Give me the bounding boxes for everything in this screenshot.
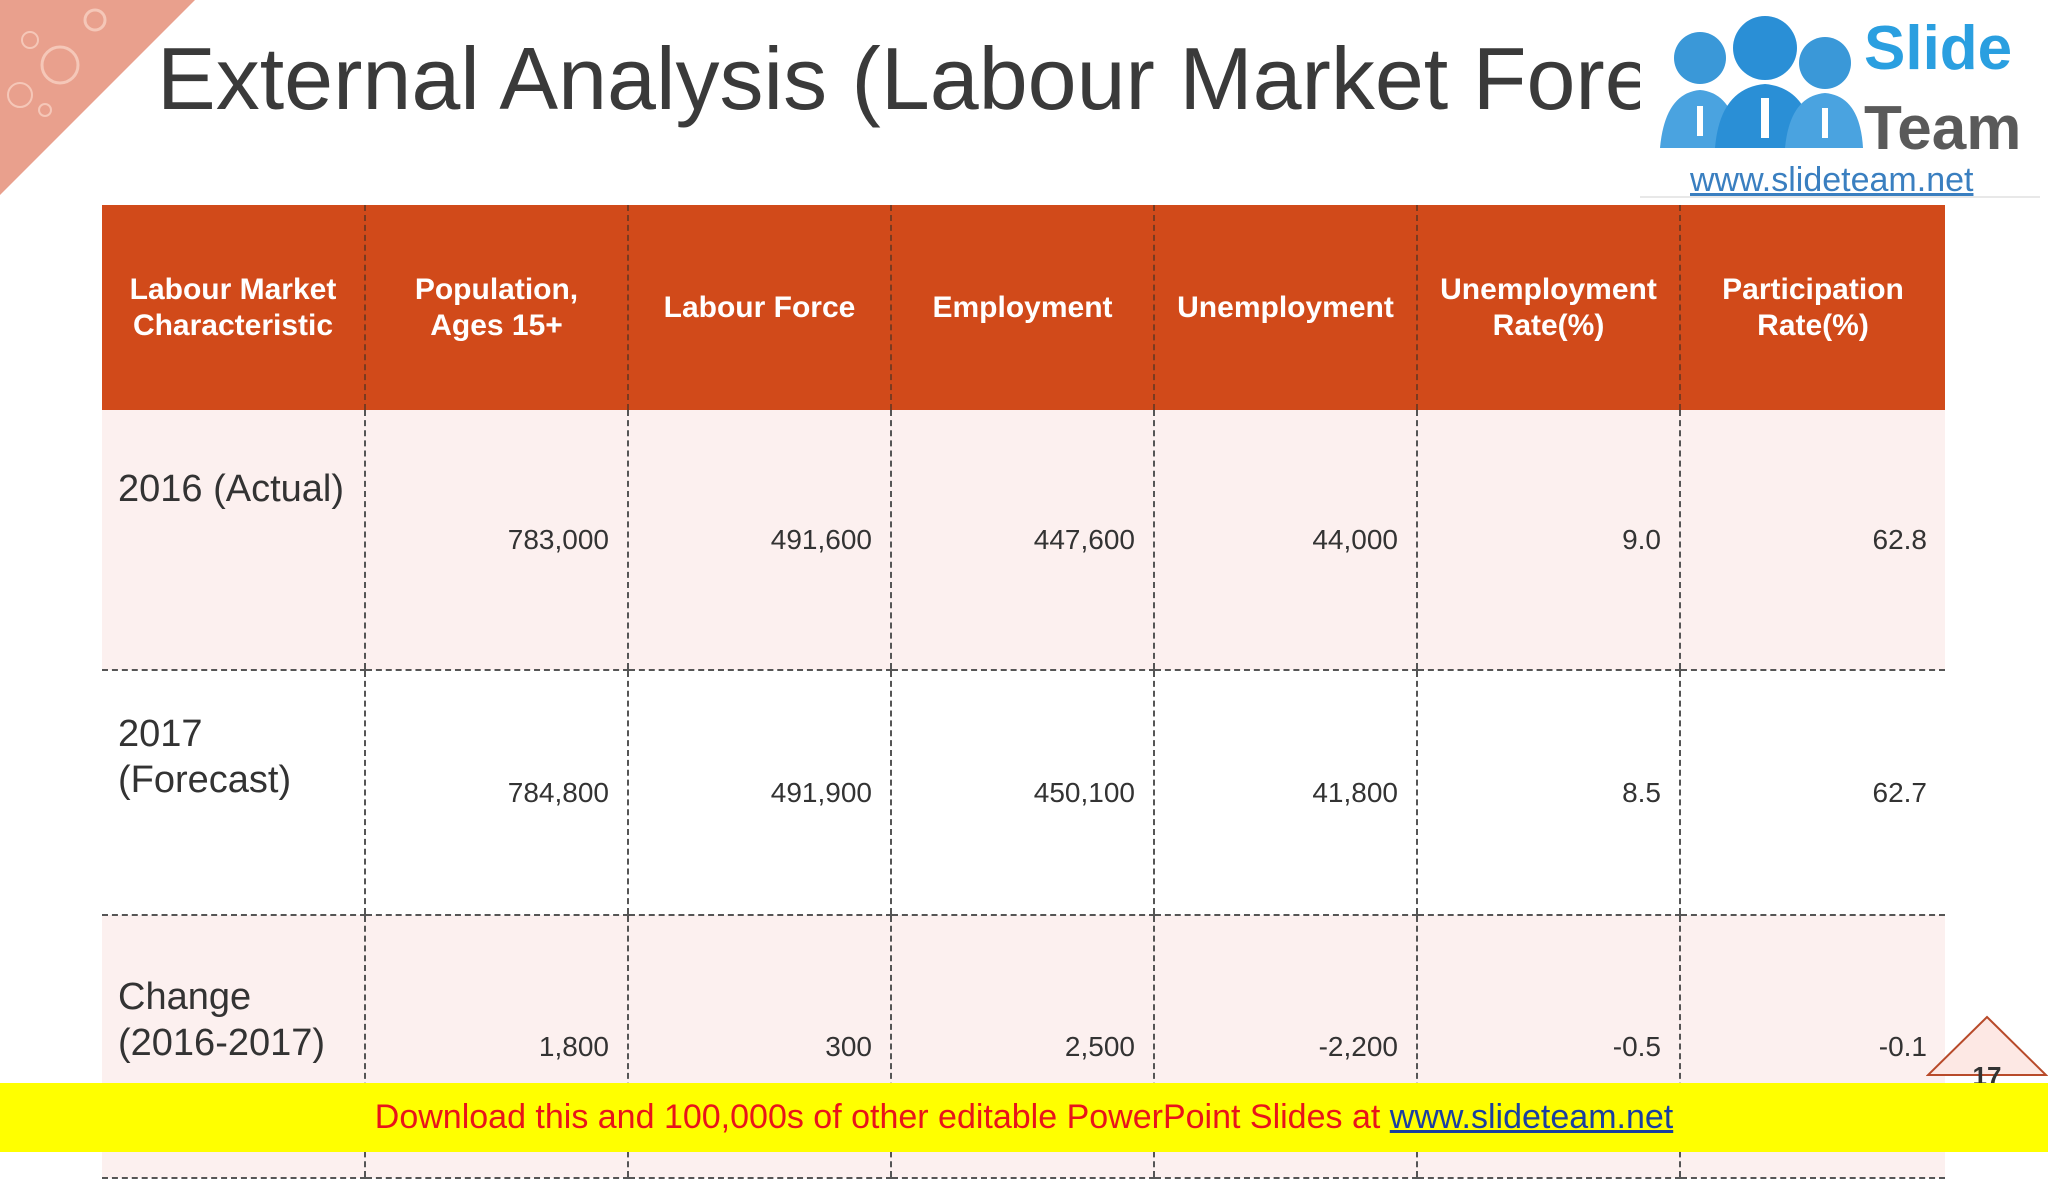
header-cell: Labour Force (627, 205, 891, 410)
table-cell: 784,800 (364, 670, 628, 916)
table-cell: 41,800 (1153, 670, 1417, 916)
row-label: 2016 (Actual) (102, 410, 365, 671)
table-cell: 491,600 (627, 410, 891, 671)
table-row: Change (2016-2017) 1,800 300 2,500 -2,20… (102, 915, 1945, 1179)
table-cell: 9.0 (1416, 410, 1680, 671)
table-cell: 62.7 (1679, 670, 1945, 916)
header-cell: Employment (890, 205, 1154, 410)
logo-url-link[interactable]: www.slideteam.net (1690, 161, 1974, 199)
page-number-badge: 17 (1925, 1015, 2048, 1091)
header-cell: Unemployment Rate(%) (1416, 205, 1680, 410)
logo-team-text: Team (1864, 94, 2022, 163)
table-cell: 447,600 (890, 410, 1154, 671)
header-cell: Participation Rate(%) (1679, 205, 1945, 410)
download-banner[interactable]: Download this and 100,000s of other edit… (0, 1083, 2048, 1152)
banner-link[interactable]: www.slideteam.net (1389, 1098, 1674, 1136)
row-label: 2017 (Forecast) (102, 670, 365, 916)
slideteam-logo[interactable]: Slide Team www.slideteam.net (1640, 0, 2040, 199)
slide-title: External Analysis (Labour Market Foreca (157, 29, 1657, 128)
table-cell: 62.8 (1679, 410, 1945, 671)
table-row: 2016 (Actual) 783,000 491,600 447,600 44… (102, 410, 1945, 671)
people-icon (1660, 16, 1863, 148)
table-cell: 450,100 (890, 670, 1154, 916)
table-cell: 783,000 (364, 410, 628, 671)
header-cell: Labour Market Characteristic (102, 205, 365, 410)
header-cell: Population, Ages 15+ (364, 205, 628, 410)
header-cell: Unemployment (1153, 205, 1417, 410)
table-cell: 44,000 (1153, 410, 1417, 671)
logo-slide-text: Slide (1864, 14, 2013, 83)
page-number: 17 (1973, 1061, 2002, 1085)
table-cell: 8.5 (1416, 670, 1680, 916)
corner-decoration (0, 0, 200, 200)
table-row: 2017 (Forecast) 784,800 491,900 450,100 … (102, 670, 1945, 916)
labour-market-table: Labour Market Characteristic Population,… (102, 205, 1945, 1179)
banner-text: Download this and 100,000s of other edit… (374, 1098, 1390, 1136)
table-cell: 491,900 (627, 670, 891, 916)
table-header-row: Labour Market Characteristic Population,… (102, 205, 1945, 410)
